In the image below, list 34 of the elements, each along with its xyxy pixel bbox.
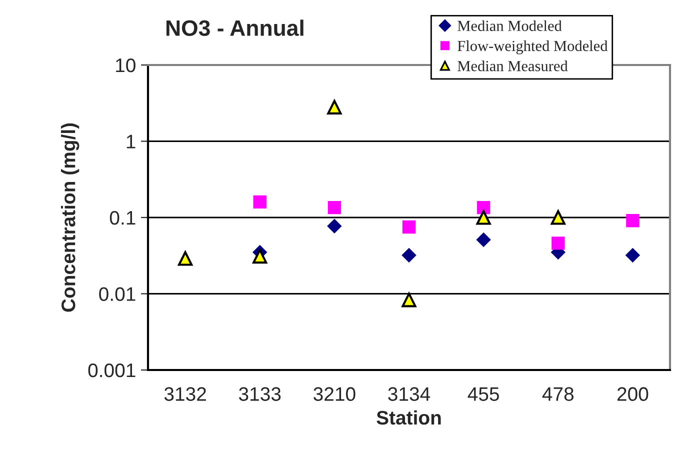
point [402, 248, 416, 262]
y-tick-label: 1 [126, 134, 136, 148]
x-axis-title: Station [376, 410, 441, 425]
point [178, 251, 193, 266]
y-axis-title: Concentration (mg/l) [60, 123, 80, 312]
x-tick-label: 478 [542, 387, 574, 401]
point [476, 200, 490, 214]
x-tick-label: 455 [468, 387, 499, 401]
x-tick-label: 3210 [314, 387, 356, 401]
x-tick-label: 3132 [164, 387, 206, 401]
y-tick-label: 10 [116, 58, 136, 72]
point [625, 248, 640, 262]
point [253, 195, 266, 209]
y-tick-label: 0.1 [110, 210, 136, 225]
point [476, 232, 491, 248]
y-tick-label: 0.01 [99, 287, 136, 301]
legend-label: Median Measured [458, 60, 568, 72]
x-tick-label: 3133 [238, 387, 281, 401]
point [402, 292, 416, 308]
y-tick-label: 0.001 [88, 363, 136, 378]
point [552, 236, 565, 250]
point [252, 248, 268, 264]
x-tick-label: 3134 [388, 387, 430, 401]
point [402, 220, 416, 234]
legend-label: Flow-weighted Modeled [458, 40, 608, 54]
point [550, 210, 566, 225]
point [328, 200, 342, 214]
point [327, 218, 342, 234]
legend-label: Median Modeled [458, 20, 562, 32]
point [626, 214, 640, 228]
point [327, 100, 342, 114]
point [476, 210, 491, 225]
chart-title: NO3 - Annual [166, 20, 304, 36]
x-tick-label: 200 [617, 387, 648, 401]
